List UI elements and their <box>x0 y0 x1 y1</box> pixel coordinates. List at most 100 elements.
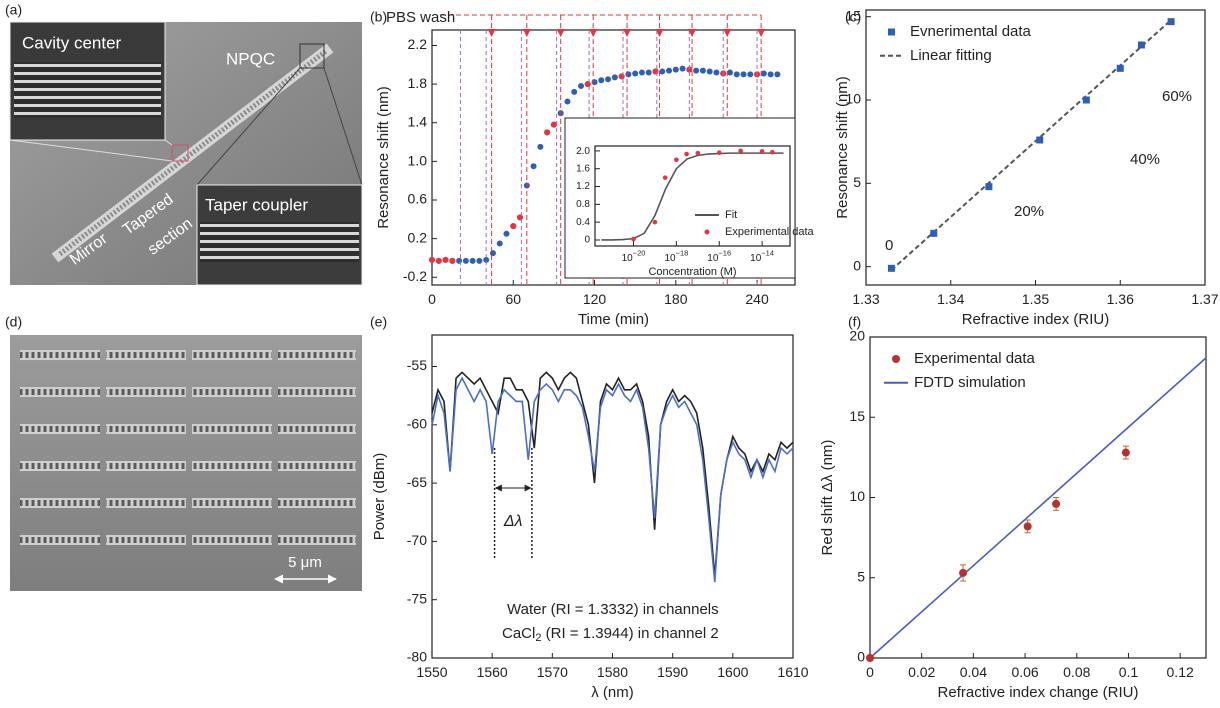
data-point <box>652 219 658 225</box>
note: Water (RI = 1.3332) in channels <box>507 601 719 618</box>
x-tick-label: 0.1 <box>1119 664 1139 680</box>
x-tick-label: 120 <box>583 291 607 307</box>
y-tick-label: -80 <box>407 649 427 665</box>
panel-label: (e) <box>370 314 387 330</box>
legend-swatch <box>704 229 710 235</box>
wash-arrow <box>688 29 697 37</box>
data-point <box>435 257 442 264</box>
data-point <box>1121 448 1130 457</box>
data-point <box>706 68 713 75</box>
data-point <box>577 83 584 90</box>
y-axis-label: Resonance shift (nm) <box>834 76 851 219</box>
x-tick-label: 0.12 <box>1167 664 1194 680</box>
y-tick-label-base: 2.0 <box>576 146 590 157</box>
panel-label: (f) <box>848 314 861 330</box>
x-tick-label: 0.08 <box>1063 664 1090 680</box>
x-tick-label: 1.36 <box>1107 291 1134 307</box>
panel-label: (a) <box>5 2 22 18</box>
data-point <box>510 223 517 230</box>
zoom-line <box>323 67 363 186</box>
wash-arrow <box>522 29 531 37</box>
y-axis-label: Resonance shift (nm) <box>375 86 392 229</box>
zoom-line <box>9 139 173 162</box>
data-point <box>456 257 463 264</box>
micrograph-d: (d) 5 μm <box>5 314 362 591</box>
y-tick-label: 10 <box>845 91 861 107</box>
legend-label: Evnerimental data <box>910 23 1032 40</box>
x-tick-label: 0.04 <box>960 664 987 680</box>
data-point <box>767 71 774 78</box>
data-point <box>774 71 781 78</box>
x-axis-label: Refractive index (RIU) <box>962 311 1110 328</box>
x-axis-label: Concentration (M) <box>648 266 736 278</box>
data-point <box>760 70 767 77</box>
x-tick-label: 1.34 <box>937 291 964 307</box>
zoom-line <box>196 67 301 186</box>
data-point <box>659 68 666 75</box>
hole-segment <box>20 350 100 360</box>
data-line <box>869 357 1207 659</box>
data-line <box>431 376 794 583</box>
data-point <box>686 66 693 73</box>
data-point <box>605 76 612 83</box>
y-tick-label: 0 <box>857 649 865 665</box>
note: CaCl2 (RI = 1.3944) in channel 2 <box>502 625 719 644</box>
x-tick-label: 0.02 <box>908 664 935 680</box>
note-part: CaCl <box>502 625 535 642</box>
y-tick-label: 0.6 <box>408 191 428 207</box>
y-tick-label: -60 <box>407 415 427 431</box>
x-tick-label: 10−18 <box>664 248 688 263</box>
y-tick-label: 2.0 <box>576 146 590 157</box>
data-point <box>887 264 895 272</box>
legend-label: Linear fitting <box>910 47 992 64</box>
y-axis-label: Power (dBm) <box>371 453 388 541</box>
zoom-line <box>164 139 173 146</box>
panel-label: (c) <box>845 9 861 25</box>
x-tick-label-base: 10 <box>707 253 719 264</box>
x-tick-label: 0 <box>866 664 874 680</box>
data-point <box>611 74 618 81</box>
y-tick-label: 2.2 <box>408 36 428 52</box>
zoom-box <box>171 144 189 162</box>
x-tick-label: 1610 <box>777 664 808 680</box>
data-point <box>684 151 689 157</box>
data-point <box>770 149 775 155</box>
x-tick-label-exponent: −20 <box>633 248 646 257</box>
zoom-box <box>299 43 325 69</box>
x-tick-label-base: 10 <box>664 253 676 264</box>
data-point <box>740 71 747 78</box>
x-tick-label: 180 <box>664 291 688 307</box>
y-tick-label: 1.4 <box>408 113 428 129</box>
wash-arrow <box>757 29 766 37</box>
data-point <box>1082 96 1090 104</box>
wash-arrow <box>556 29 565 37</box>
x-tick-label: 1580 <box>597 664 628 680</box>
x-tick-label-base: 10 <box>622 253 634 264</box>
data-point <box>672 66 679 73</box>
y-tick-label: 1.2 <box>576 181 590 192</box>
data-point <box>544 129 551 136</box>
legend-label: Fit <box>725 209 737 221</box>
x-tick-label: 0.06 <box>1011 664 1038 680</box>
data-point <box>716 150 722 155</box>
data-point <box>449 257 456 264</box>
data-point <box>645 69 652 76</box>
x-tick-label: 1.35 <box>1022 291 1049 307</box>
micrograph-a: (a) Cavity center NPQC Taper coupler Mir… <box>5 2 363 286</box>
data-point <box>537 143 544 150</box>
x-tick-label: 1.33 <box>852 291 879 307</box>
data-point <box>517 214 524 221</box>
y-tick-label: 0.8 <box>576 199 590 210</box>
data-point <box>442 256 449 263</box>
inset-title: Cavity center <box>22 33 122 52</box>
data-line <box>431 371 794 577</box>
y-tick-label: -55 <box>407 357 427 373</box>
y-tick-label: 1.8 <box>408 75 428 91</box>
data-point <box>598 77 605 84</box>
data-point <box>618 73 625 80</box>
data-point <box>666 67 673 74</box>
data-point <box>476 257 483 264</box>
data-point <box>550 121 557 128</box>
x-tick-label: 10−20 <box>622 248 646 263</box>
